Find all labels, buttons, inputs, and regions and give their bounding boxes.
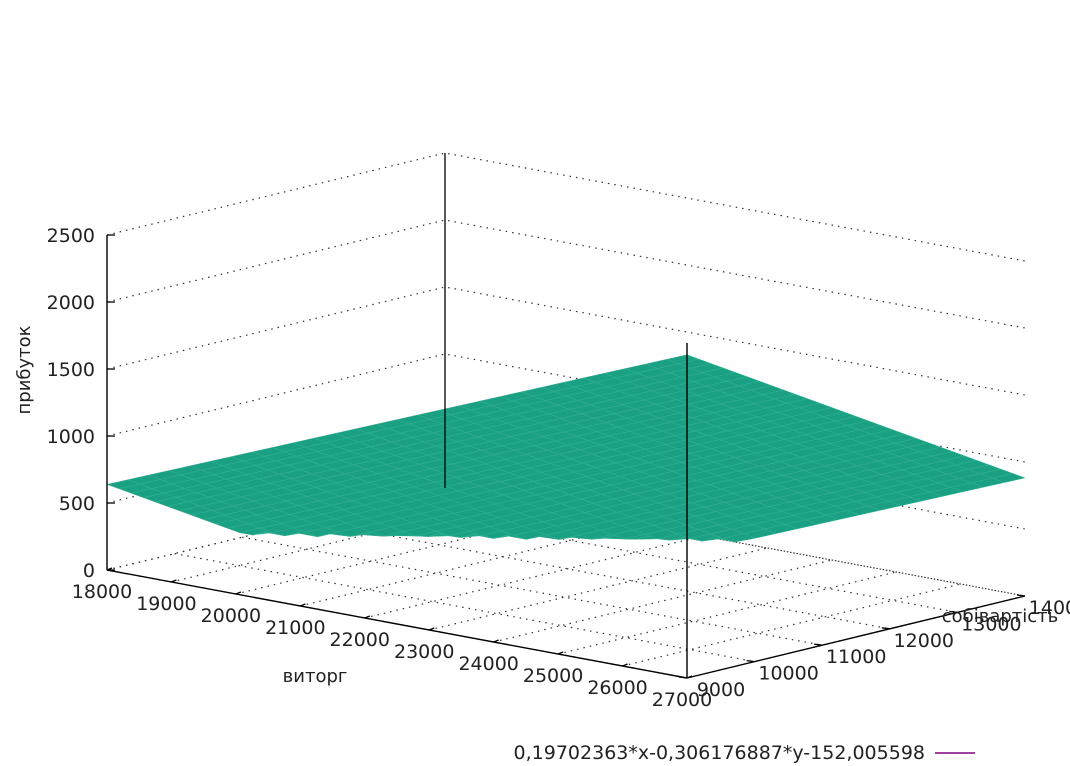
- x-tick-label: 19000: [136, 593, 196, 615]
- grid-line-z: [106, 286, 1026, 396]
- x-tick-label: 24000: [458, 653, 518, 675]
- x-tick-label: 25000: [523, 665, 583, 687]
- z-tick-label: 2000: [47, 292, 95, 314]
- y-tick: [746, 659, 755, 663]
- x-tick: [686, 675, 693, 679]
- surface-layer: [106, 354, 1026, 543]
- legend: 0,19702363*x-0,306176887*y-152,005598: [514, 742, 975, 764]
- z-tick-label: 1000: [47, 426, 95, 448]
- x-tick: [171, 579, 177, 583]
- grid-line-x: [429, 547, 768, 631]
- x-tick: [622, 663, 628, 667]
- grid-line-z: [106, 219, 1026, 329]
- surface-cell: [991, 473, 1026, 483]
- y-tick-label: 9000: [697, 679, 745, 701]
- y-tick-label: 14000: [1029, 597, 1070, 619]
- y-axis-line: [686, 595, 1026, 679]
- y-tick: [678, 676, 688, 679]
- grid-line-z: [106, 487, 1026, 597]
- x-tick: [557, 651, 564, 655]
- z-tick-label: 1500: [47, 359, 95, 381]
- grid-line-z: [106, 152, 1026, 262]
- grid-line-x: [557, 571, 897, 655]
- y-tick: [1016, 594, 1026, 597]
- axes: [106, 153, 1026, 679]
- grid-line-x: [622, 583, 961, 667]
- x-tick-label: 18000: [72, 581, 132, 603]
- x-axis-label: виторг: [283, 666, 348, 687]
- z-tick-label: 2500: [47, 225, 95, 247]
- grid-line-x: [493, 559, 832, 643]
- y-tick-label: 11000: [826, 646, 886, 668]
- x-axis-line: [106, 569, 688, 679]
- grid-line-x: [364, 535, 703, 619]
- x-tick-label: 23000: [394, 641, 454, 663]
- legend-label: 0,19702363*x-0,306176887*y-152,005598: [514, 742, 925, 764]
- x-tick: [300, 603, 306, 607]
- z-tick-label: 0: [83, 560, 95, 582]
- x-tick: [235, 591, 242, 595]
- z-axis-label: прибуток: [14, 325, 35, 414]
- y-tick: [949, 610, 958, 614]
- x-tick: [106, 567, 113, 571]
- x-tick-label: 27000: [652, 689, 712, 711]
- tick-labels: 0 500 1000 1500 2000 2500 18000190002000021000…: [47, 225, 1070, 711]
- x-tick: [364, 615, 371, 619]
- x-tick-label: 26000: [587, 677, 647, 699]
- y-tick-label: 12000: [894, 630, 954, 652]
- grid-line-y: [242, 536, 823, 646]
- y-axis-label: собівартість: [942, 606, 1059, 627]
- z-tick-label: 500: [59, 493, 95, 515]
- x-tick-label: 20000: [201, 605, 261, 627]
- y-tick: [814, 643, 823, 646]
- x-tick-label: 21000: [265, 617, 325, 639]
- y-tick-label: 13000: [961, 613, 1021, 635]
- grid-line-y: [174, 553, 755, 663]
- y-tick-label: 10000: [758, 663, 818, 685]
- x-tick: [428, 627, 435, 631]
- x-tick-label: 22000: [330, 629, 390, 651]
- y-tick: [881, 627, 890, 630]
- grid-line-y: [309, 520, 890, 630]
- x-tick: [493, 639, 499, 643]
